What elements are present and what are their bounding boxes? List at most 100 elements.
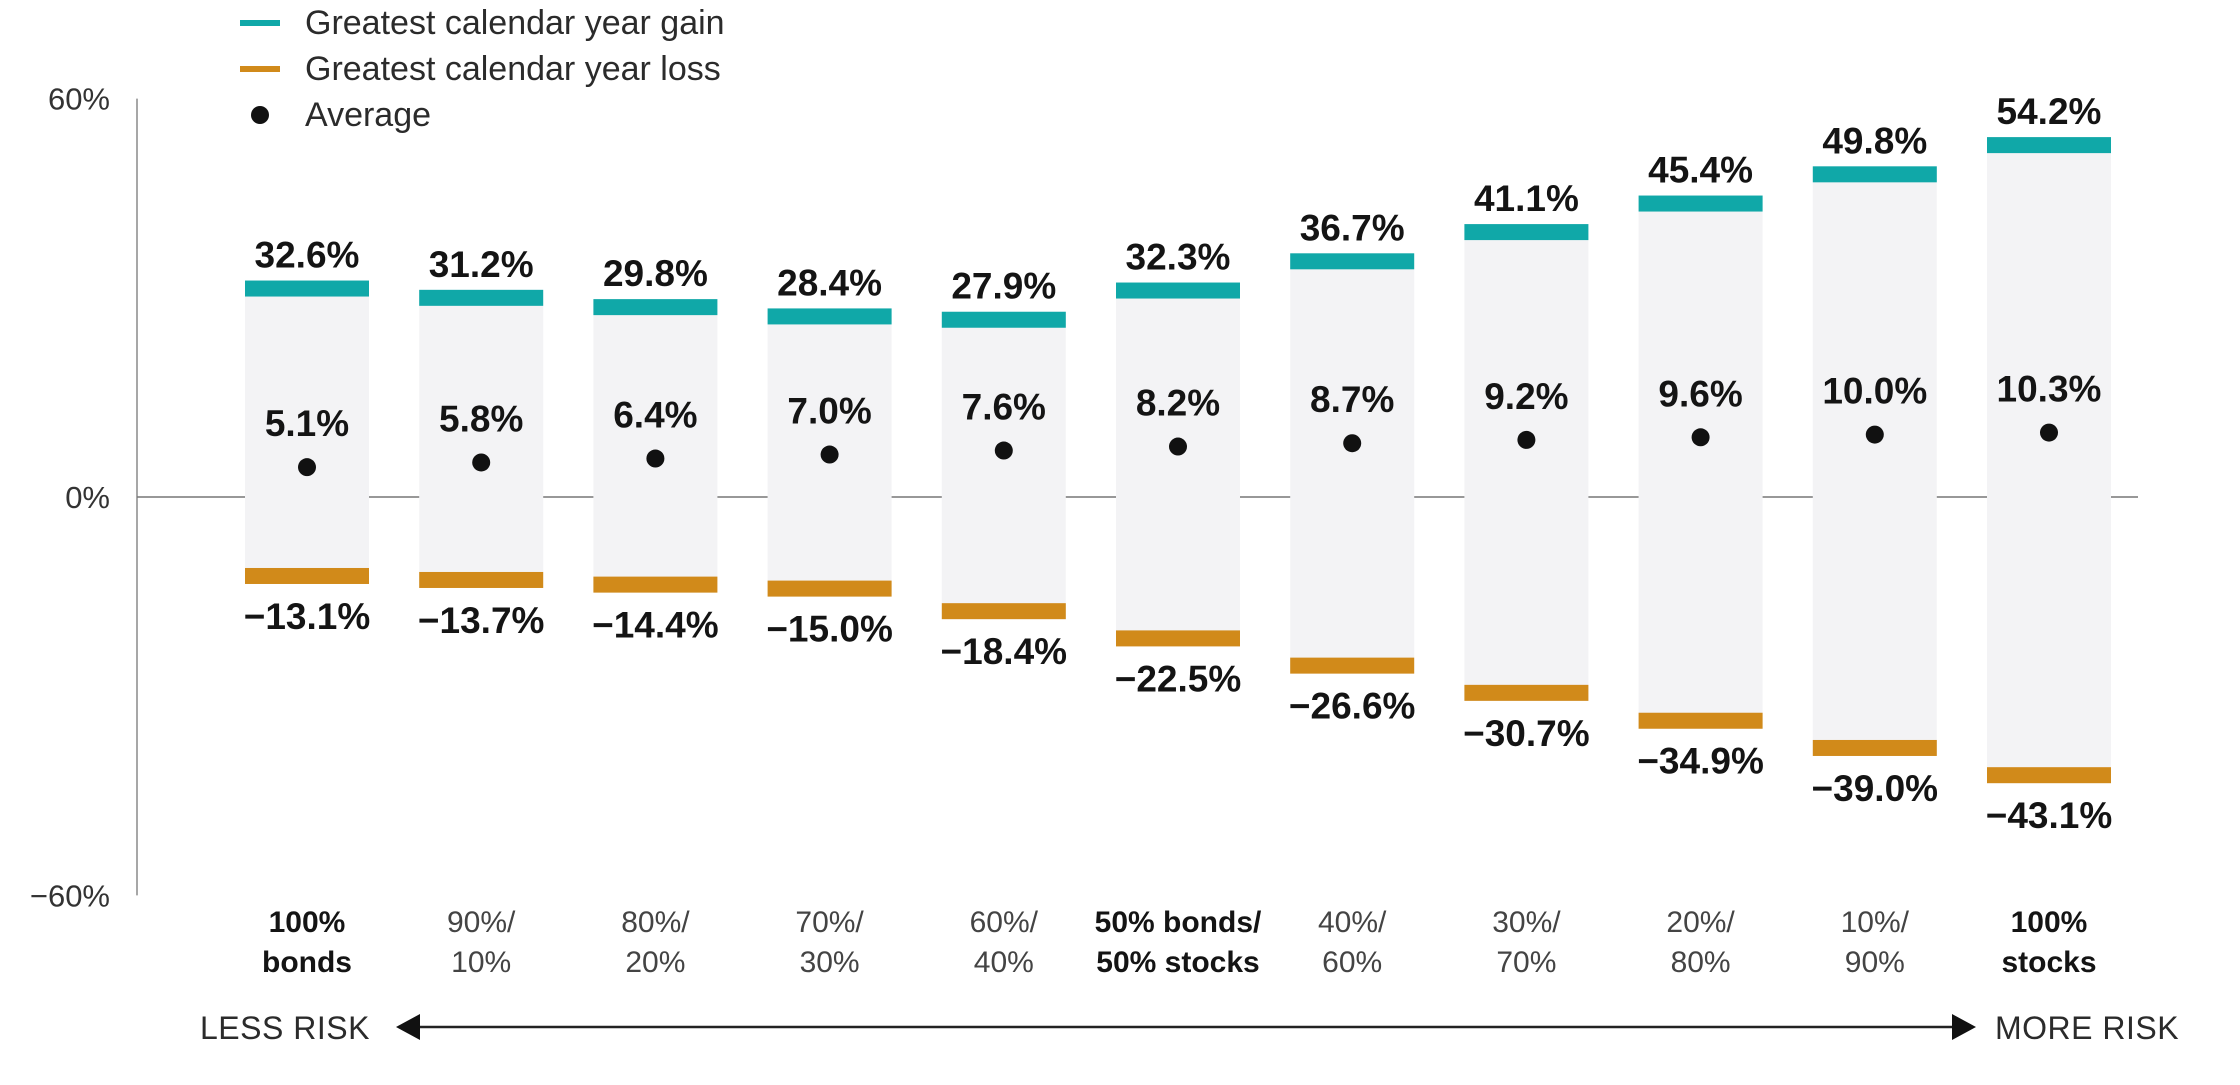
loss-data-label: −22.5% <box>1115 658 1242 699</box>
average-dot <box>1865 425 1884 444</box>
range-bar <box>1812 166 1937 756</box>
loss-data-label: −30.7% <box>1463 713 1590 754</box>
average-data-label: 8.7% <box>1310 379 1394 420</box>
gain-data-label: 36.7% <box>1300 207 1405 248</box>
loss-data-label: −13.7% <box>418 600 545 641</box>
loss-cap <box>1464 684 1589 701</box>
x-category-label: 60%/ <box>970 906 1039 939</box>
loss-cap <box>1290 657 1415 674</box>
average-dot <box>1691 428 1710 447</box>
x-category-label: 70% <box>1496 946 1556 979</box>
x-category-label: 30% <box>800 946 860 979</box>
average-dot <box>1169 437 1187 456</box>
loss-data-label: −34.9% <box>1637 741 1764 782</box>
loss-cap <box>767 580 892 597</box>
loss-cap <box>1116 630 1240 647</box>
range-bar <box>941 311 1066 620</box>
loss-data-label: −14.4% <box>592 605 719 646</box>
x-category-label: 50% bonds/ <box>1095 906 1262 939</box>
gain-cap <box>419 289 544 306</box>
average-data-label: 10.3% <box>1997 369 2102 410</box>
legend-item-loss: Greatest calendar year loss <box>240 46 725 92</box>
gain-cap <box>245 280 369 297</box>
average-data-label: 7.0% <box>787 391 871 432</box>
x-category-label: 100% <box>2011 906 2088 939</box>
gain-cap <box>1116 282 1240 299</box>
gain-data-label: 31.2% <box>429 244 534 285</box>
average-dot <box>472 453 491 472</box>
loss-cap <box>419 571 544 588</box>
gain-data-label: 45.4% <box>1648 150 1753 191</box>
legend-average-dot <box>251 106 269 124</box>
average-data-label: 9.2% <box>1484 376 1568 417</box>
risk-arrow-right-head <box>1952 1014 1976 1040</box>
x-category-label: bonds <box>262 946 352 979</box>
x-category-label: 10% <box>451 946 511 979</box>
average-dot <box>2040 423 2058 442</box>
legend-loss-swatch <box>240 66 280 72</box>
x-category-label: stocks <box>2001 946 2096 979</box>
range-bar <box>1116 282 1240 647</box>
gain-data-label: 32.6% <box>255 235 360 276</box>
average-data-label: 10.0% <box>1822 371 1927 412</box>
average-dot <box>298 458 316 477</box>
average-dot <box>820 445 839 464</box>
loss-cap <box>1638 712 1763 729</box>
x-category-label: 100% <box>269 906 346 939</box>
gain-data-label: 27.9% <box>951 266 1056 307</box>
legend-gain-swatch <box>240 20 280 26</box>
gain-data-label: 54.2% <box>1997 91 2102 132</box>
loss-cap <box>245 567 369 584</box>
gain-cap <box>1290 253 1415 270</box>
gain-cap <box>1638 195 1763 212</box>
range-bar <box>1987 137 2111 784</box>
average-data-label: 5.8% <box>439 398 523 439</box>
x-category-label: 10%/ <box>1841 906 1910 939</box>
average-dot <box>994 441 1013 460</box>
range-bar <box>1464 224 1589 701</box>
legend-average-label: Average <box>305 95 432 134</box>
legend: Greatest calendar year gain Greatest cal… <box>240 0 725 138</box>
x-category-label: 90%/ <box>447 906 516 939</box>
loss-data-label: −43.1% <box>1986 795 2113 836</box>
legend-gain-label: Greatest calendar year gain <box>305 3 725 42</box>
loss-cap <box>941 603 1066 620</box>
gain-data-label: 41.1% <box>1474 178 1579 219</box>
loss-cap <box>593 576 718 593</box>
y-tick-label: 60% <box>48 82 110 117</box>
gain-data-label: 29.8% <box>603 253 708 294</box>
average-dot <box>1517 430 1536 449</box>
loss-cap <box>1987 767 2111 784</box>
legend-loss-label: Greatest calendar year loss <box>305 49 721 88</box>
average-dot <box>1343 434 1362 453</box>
y-tick-label: 0% <box>65 480 110 515</box>
legend-item-gain: Greatest calendar year gain <box>240 0 725 46</box>
x-category-label: 40% <box>974 946 1034 979</box>
y-tick-label: −60% <box>30 878 110 913</box>
average-dot <box>646 449 665 468</box>
gain-cap <box>1812 166 1937 183</box>
average-data-label: 8.2% <box>1136 383 1220 424</box>
range-bar <box>1638 195 1763 729</box>
gain-data-label: 28.4% <box>777 262 882 303</box>
loss-cap <box>1812 739 1937 756</box>
less-risk-label: LESS RISK <box>200 1010 370 1046</box>
loss-data-label: −26.6% <box>1289 686 1416 727</box>
gain-cap <box>1987 137 2111 154</box>
loss-data-label: −18.4% <box>941 631 1068 672</box>
range-bar <box>1290 253 1415 674</box>
gain-cap <box>593 299 718 316</box>
x-category-label: 70%/ <box>795 906 864 939</box>
gain-data-label: 32.3% <box>1126 237 1231 278</box>
range-bar <box>245 280 369 584</box>
average-data-label: 9.6% <box>1658 373 1742 414</box>
risk-arrow-left-head <box>396 1014 420 1040</box>
average-data-label: 7.6% <box>962 387 1046 428</box>
more-risk-label: MORE RISK <box>1995 1010 2180 1046</box>
average-data-label: 5.1% <box>265 403 349 444</box>
x-category-label: 20%/ <box>1666 906 1735 939</box>
x-category-label: 50% stocks <box>1096 946 1259 979</box>
average-data-label: 6.4% <box>613 395 697 436</box>
legend-item-average: Average <box>240 92 725 138</box>
